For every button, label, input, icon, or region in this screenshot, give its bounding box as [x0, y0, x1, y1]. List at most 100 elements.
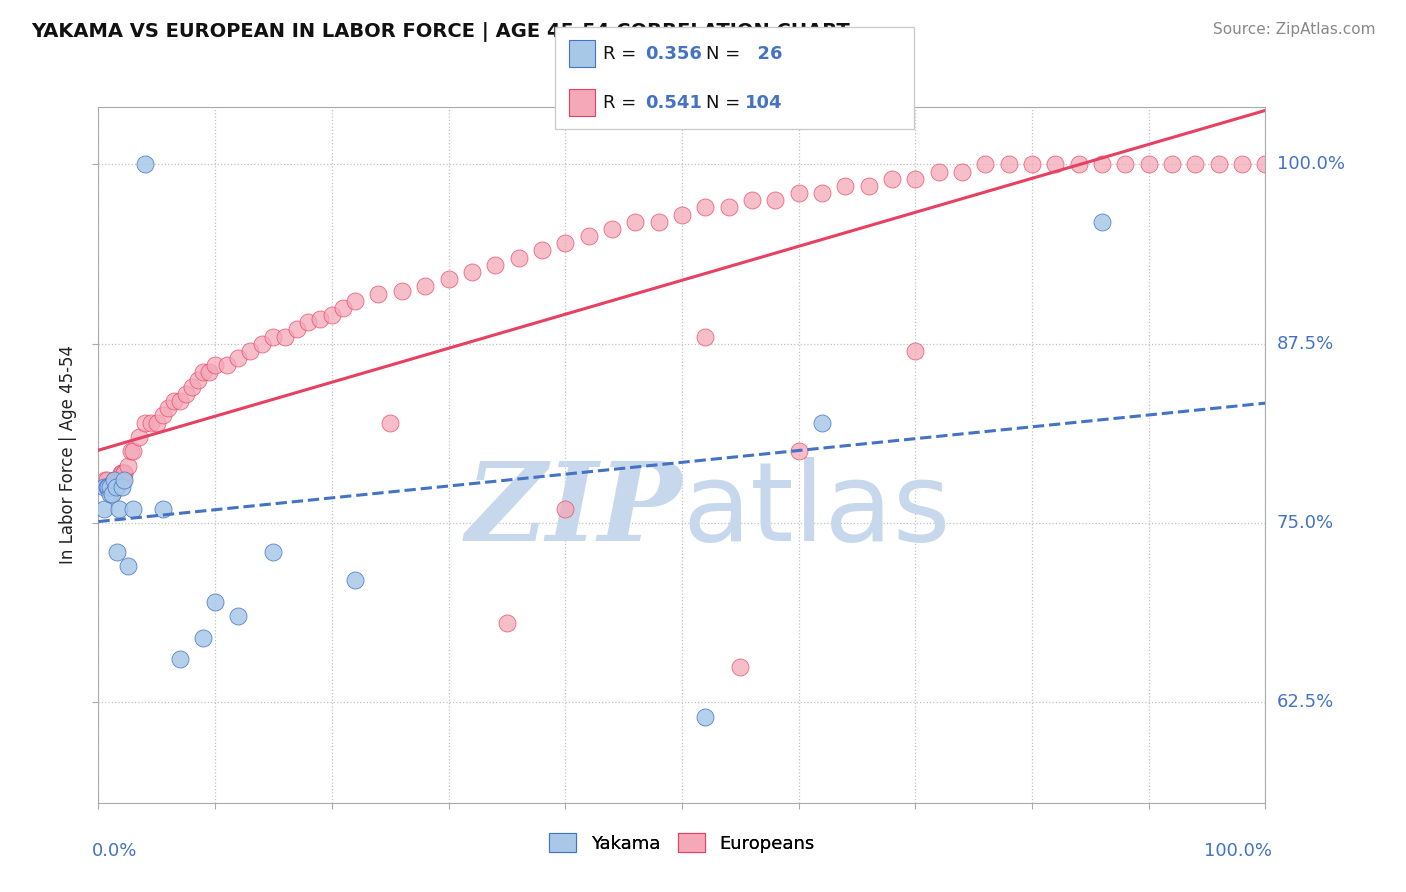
- Point: [950, 164, 973, 178]
- Point: [96, 480, 118, 494]
- Text: Source: ZipAtlas.com: Source: ZipAtlas.com: [1212, 22, 1375, 37]
- Point: [117, 458, 139, 473]
- Point: [108, 473, 131, 487]
- Point: [101, 487, 124, 501]
- Point: [530, 244, 553, 258]
- Text: R =: R =: [603, 94, 643, 112]
- Point: [97, 480, 120, 494]
- Point: [169, 652, 191, 666]
- Point: [97, 480, 120, 494]
- Point: [1254, 157, 1277, 171]
- Point: [110, 466, 132, 480]
- Point: [101, 487, 124, 501]
- Text: 0.356: 0.356: [645, 45, 702, 62]
- Point: [508, 251, 530, 265]
- Point: [834, 178, 856, 193]
- Point: [624, 215, 647, 229]
- Text: atlas: atlas: [682, 457, 950, 564]
- Point: [671, 208, 693, 222]
- Point: [112, 466, 135, 480]
- Point: [811, 186, 834, 200]
- Text: 0.0%: 0.0%: [91, 842, 136, 860]
- Point: [695, 710, 717, 724]
- Text: 104: 104: [745, 94, 783, 112]
- Point: [96, 473, 118, 487]
- Y-axis label: In Labor Force | Age 45-54: In Labor Force | Age 45-54: [59, 345, 77, 565]
- Point: [174, 387, 197, 401]
- Point: [695, 329, 717, 343]
- Point: [120, 444, 142, 458]
- Point: [97, 480, 120, 494]
- Point: [204, 595, 226, 609]
- Point: [496, 616, 519, 631]
- Point: [1161, 157, 1184, 171]
- Text: R =: R =: [603, 45, 643, 62]
- Point: [904, 171, 927, 186]
- Point: [437, 272, 460, 286]
- Point: [112, 473, 135, 487]
- Point: [146, 416, 169, 430]
- Point: [93, 480, 115, 494]
- Point: [974, 157, 997, 171]
- Text: 62.5%: 62.5%: [1277, 693, 1334, 712]
- Point: [104, 480, 127, 494]
- Point: [104, 473, 127, 487]
- Point: [880, 171, 903, 186]
- Point: [274, 329, 297, 343]
- Point: [100, 480, 122, 494]
- Point: [600, 222, 623, 236]
- Point: [122, 444, 145, 458]
- Text: 87.5%: 87.5%: [1277, 334, 1334, 352]
- Point: [928, 164, 950, 178]
- Point: [262, 329, 284, 343]
- Point: [461, 265, 484, 279]
- Point: [1067, 157, 1090, 171]
- Point: [1045, 157, 1067, 171]
- Point: [98, 480, 121, 494]
- Point: [391, 284, 413, 298]
- Point: [128, 430, 150, 444]
- Point: [344, 574, 367, 588]
- Point: [1137, 157, 1160, 171]
- Point: [1114, 157, 1136, 171]
- Point: [204, 358, 226, 372]
- Point: [193, 631, 215, 645]
- Point: [101, 480, 124, 494]
- Point: [321, 308, 343, 322]
- Point: [904, 343, 927, 358]
- Point: [484, 258, 506, 272]
- Point: [239, 343, 262, 358]
- Point: [107, 473, 129, 487]
- Point: [104, 480, 127, 494]
- Point: [98, 487, 121, 501]
- Point: [1230, 157, 1253, 171]
- Text: ZIP: ZIP: [465, 457, 682, 565]
- Legend: Yakama, Europeans: Yakama, Europeans: [541, 826, 823, 860]
- Text: N =: N =: [706, 45, 745, 62]
- Text: 75.0%: 75.0%: [1277, 514, 1334, 532]
- Point: [108, 501, 131, 516]
- Point: [297, 315, 319, 329]
- Text: 100.0%: 100.0%: [1277, 155, 1344, 173]
- Point: [103, 480, 125, 494]
- Text: 100.0%: 100.0%: [1205, 842, 1272, 860]
- Point: [262, 545, 284, 559]
- Point: [93, 501, 115, 516]
- Text: YAKAMA VS EUROPEAN IN LABOR FORCE | AGE 45-54 CORRELATION CHART: YAKAMA VS EUROPEAN IN LABOR FORCE | AGE …: [31, 22, 849, 42]
- Point: [134, 416, 156, 430]
- Point: [111, 473, 134, 487]
- Point: [134, 157, 156, 171]
- Point: [152, 409, 174, 423]
- Point: [104, 473, 127, 487]
- Point: [169, 394, 191, 409]
- Point: [332, 301, 354, 315]
- Point: [112, 466, 135, 480]
- Point: [117, 559, 139, 574]
- Point: [730, 659, 752, 673]
- Point: [554, 501, 576, 516]
- Text: N =: N =: [706, 94, 745, 112]
- Point: [96, 480, 118, 494]
- Point: [858, 178, 880, 193]
- Point: [763, 194, 786, 208]
- Point: [554, 236, 576, 251]
